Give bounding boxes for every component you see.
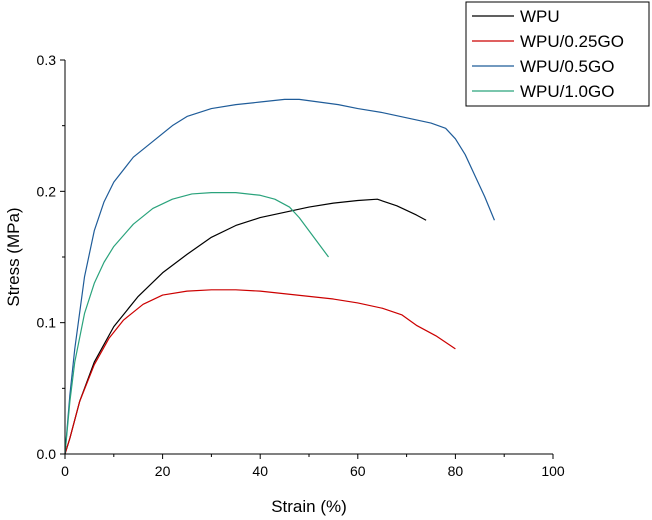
x-tick-label: 20	[155, 463, 171, 479]
x-axis-title: Strain (%)	[271, 497, 347, 516]
y-tick-label: 0.0	[37, 446, 57, 462]
legend-box	[465, 1, 650, 107]
y-tick-label: 0.1	[37, 315, 57, 331]
x-tick-label: 80	[448, 463, 464, 479]
plot-area	[64, 98, 495, 455]
axes: Strain (%) Stress (MPa) 0 20 40 60 80 100 0.0 0…	[4, 52, 565, 516]
series-line-3	[64, 192, 330, 455]
x-tick-label: 100	[541, 463, 565, 479]
x-tick-label: 40	[252, 463, 268, 479]
legend-label: WPU	[520, 7, 560, 26]
legend: WPU WPU/0.25GO WPU/0.5GO WPU/1.0GO	[465, 1, 650, 107]
y-axis-title: Stress (MPa)	[4, 207, 23, 306]
x-tick-label: 0	[61, 463, 69, 479]
series-line-1	[64, 289, 456, 455]
series-line-0	[64, 198, 427, 455]
x-tick-label: 60	[350, 463, 366, 479]
legend-label: WPU/0.25GO	[520, 32, 624, 51]
series-line-2	[64, 98, 495, 455]
y-tick-label: 0.3	[37, 52, 57, 68]
legend-label: WPU/1.0GO	[520, 82, 614, 101]
legend-label: WPU/0.5GO	[520, 57, 614, 76]
y-tick-label: 0.2	[37, 183, 57, 199]
